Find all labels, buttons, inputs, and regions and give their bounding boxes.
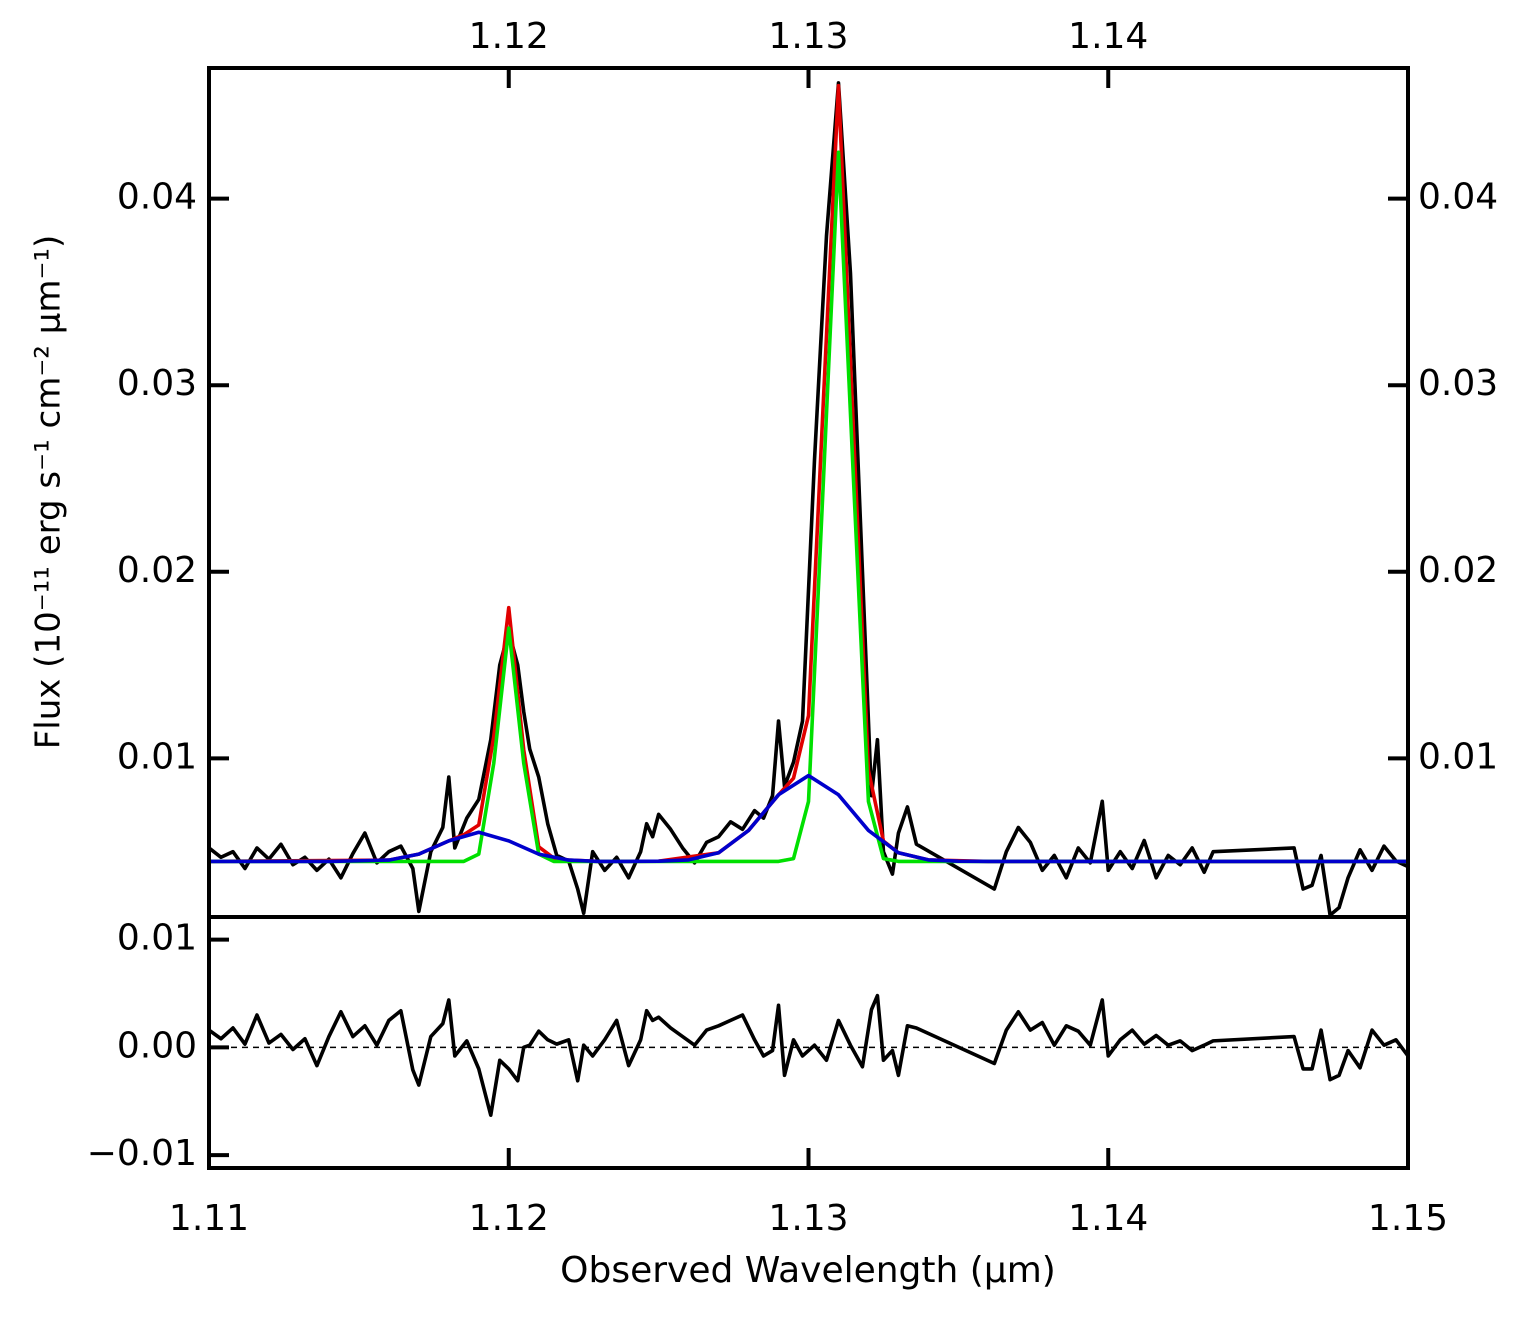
x-tick-label: 1.11	[169, 1198, 249, 1239]
y2-tick-label: 0.03	[1418, 363, 1498, 404]
data-line	[209, 773, 1408, 864]
x2-tick-label: 1.12	[469, 16, 549, 57]
y-tick-label: 0.04	[117, 177, 197, 218]
data-line	[209, 81, 1408, 917]
y2-tick-label: 0.02	[1418, 550, 1498, 591]
y-tick-label: 0.02	[117, 550, 197, 591]
y-tick-label: −0.01	[87, 1133, 197, 1174]
plot-area	[209, 993, 1408, 1118]
y-tick-label: 0.01	[117, 918, 197, 959]
y2-tick-label: 0.01	[1418, 736, 1498, 777]
plot-area	[209, 81, 1408, 917]
y-tick-label: 0.03	[117, 363, 197, 404]
y2-tick-label: 0.04	[1418, 177, 1498, 218]
x-tick-label: 1.12	[469, 1198, 549, 1239]
x-tick-label: 1.15	[1368, 1198, 1448, 1239]
y-tick-label: 0.01	[117, 736, 197, 777]
data-line	[209, 83, 1408, 864]
y-axis-label: Flux (10⁻¹¹ erg s⁻¹ cm⁻² μm⁻¹)	[29, 235, 69, 750]
x-tick-label: 1.13	[768, 1198, 848, 1239]
x-axis-label: Observed Wavelength (μm)	[560, 1250, 1056, 1291]
data-line	[209, 993, 1408, 1118]
x2-tick-label: 1.13	[768, 16, 848, 57]
data-line	[209, 150, 1408, 864]
x2-tick-label: 1.14	[1068, 16, 1148, 57]
x-tick-label: 1.14	[1068, 1198, 1148, 1239]
y-tick-label: 0.00	[117, 1025, 197, 1066]
plot-frame	[207, 915, 1410, 1170]
